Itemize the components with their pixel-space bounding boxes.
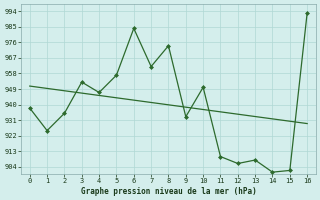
X-axis label: Graphe pression niveau de la mer (hPa): Graphe pression niveau de la mer (hPa) [81,187,256,196]
